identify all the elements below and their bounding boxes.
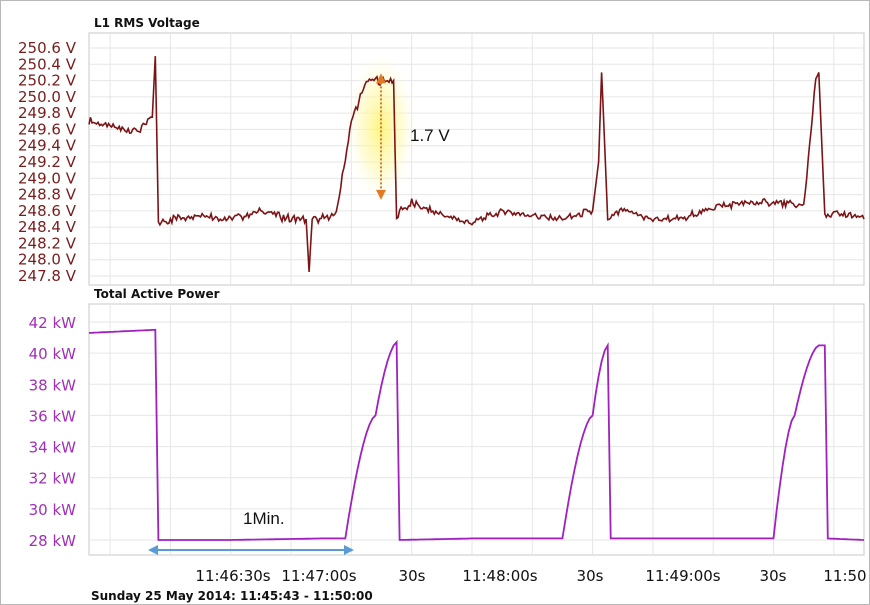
voltage-series — [88, 56, 865, 272]
power-y-tick-label: 36 kW — [29, 407, 77, 425]
x-tick-label: 30s — [577, 567, 604, 585]
voltage-y-tick-label: 249.6 V — [18, 120, 77, 138]
voltage-line — [88, 56, 865, 272]
voltage-y-tick-label: 250.4 V — [18, 55, 77, 73]
x-axis: 11:46:30s 11:47:00s 30s 11:48:00s 30s 11:49:0… — [195, 567, 866, 585]
time-range-footer: Sunday 25 May 2014: 11:45:43 - 11:50:00 — [91, 589, 373, 603]
voltage-y-tick-label: 248.2 V — [18, 234, 77, 252]
duration-label: 1Min. — [243, 509, 285, 528]
power-y-tick-label: 42 kW — [29, 314, 77, 332]
voltage-y-tick-label: 248.6 V — [18, 202, 77, 220]
x-tick-label: 11:46:30s — [195, 567, 270, 585]
voltage-y-tick-label: 249.4 V — [18, 137, 77, 155]
x-tick-label: 11:50 — [823, 567, 866, 585]
power-y-axis: 42 kW 40 kW 38 kW 36 kW 34 kW 32 kW 30 kW 28 kW — [29, 314, 77, 550]
voltage-y-tick-label: 250.2 V — [18, 72, 77, 90]
duration-arrow-right-icon — [344, 545, 354, 555]
power-y-tick-label: 40 kW — [29, 345, 77, 363]
voltage-y-tick-label: 249.2 V — [18, 153, 77, 171]
voltage-y-tick-label: 249.8 V — [18, 104, 77, 122]
power-grid — [89, 305, 864, 554]
power-y-tick-label: 28 kW — [29, 532, 77, 550]
power-annotation: 1Min. — [148, 509, 354, 555]
duration-arrow-left-icon — [148, 545, 158, 555]
delta-arrow-up-icon — [376, 73, 386, 84]
delta-arrow-down-icon — [376, 189, 386, 200]
voltage-y-tick-label: 248.4 V — [18, 218, 77, 236]
power-y-tick-label: 30 kW — [29, 501, 77, 519]
voltage-y-tick-label: 248.0 V — [18, 251, 77, 269]
power-series — [88, 328, 865, 541]
x-tick-label: 11:47:00s — [281, 567, 356, 585]
x-tick-label: 30s — [760, 567, 787, 585]
voltage-plot-area — [88, 32, 865, 286]
power-y-tick-label: 38 kW — [29, 376, 77, 394]
power-y-tick-label: 32 kW — [29, 470, 77, 488]
voltage-chart-title: L1 RMS Voltage — [94, 16, 200, 30]
x-tick-label: 11:49:00s — [645, 567, 720, 585]
delta-label: 1.7 V — [410, 126, 450, 145]
power-line — [88, 328, 865, 541]
power-plot-area — [88, 303, 865, 556]
voltage-y-tick-label: 247.8 V — [18, 267, 77, 285]
power-chart-title: Total Active Power — [94, 287, 220, 301]
voltage-y-tick-label: 249.0 V — [18, 169, 77, 187]
x-tick-label: 30s — [399, 567, 426, 585]
voltage-y-tick-label: 250.6 V — [18, 39, 77, 57]
voltage-annotation: 1.7 V — [376, 73, 450, 200]
voltage-y-tick-label: 250.0 V — [18, 88, 77, 106]
x-tick-label: 11:48:00s — [462, 567, 537, 585]
voltage-grid — [89, 34, 864, 284]
voltage-y-tick-label: 248.8 V — [18, 186, 77, 204]
power-y-tick-label: 34 kW — [29, 439, 77, 457]
